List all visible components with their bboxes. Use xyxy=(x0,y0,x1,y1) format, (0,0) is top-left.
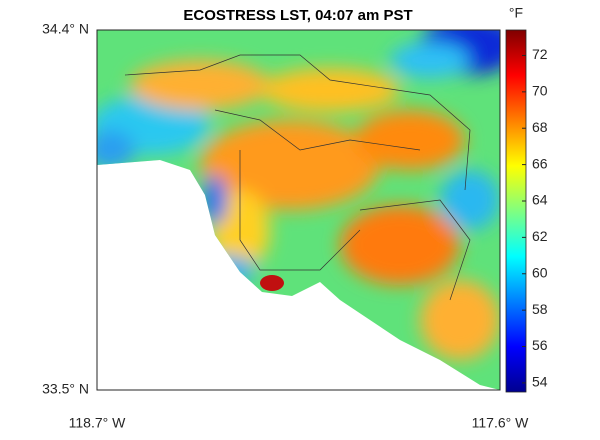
colorbar-tick-label: 54 xyxy=(532,374,548,390)
colorbar-tick-label: 70 xyxy=(532,83,548,99)
colorbar-tick-label: 72 xyxy=(532,46,548,62)
colorbar-tick-label: 58 xyxy=(532,301,548,317)
colorbar-tick-label: 56 xyxy=(532,337,548,353)
colorbar-label: °F xyxy=(509,5,523,21)
map-title: ECOSTRESS LST, 04:07 am PST xyxy=(183,7,412,24)
temperature-raster xyxy=(97,30,500,390)
x-tick-label: 117.6° W xyxy=(472,415,529,431)
y-tick-label: 33.5° N xyxy=(42,381,89,397)
colorbar-tick-label: 62 xyxy=(532,228,548,244)
colorbar-tick-label: 64 xyxy=(532,192,548,208)
colorbar xyxy=(505,29,527,393)
colorbar-tick-label: 68 xyxy=(532,119,548,135)
colorbar-tick-label: 66 xyxy=(532,155,548,171)
y-tick-label: 34.4° N xyxy=(42,21,89,37)
x-tick-label: 118.7° W xyxy=(69,415,126,431)
map-frame xyxy=(96,29,501,391)
colorbar-tick-label: 60 xyxy=(532,264,548,280)
